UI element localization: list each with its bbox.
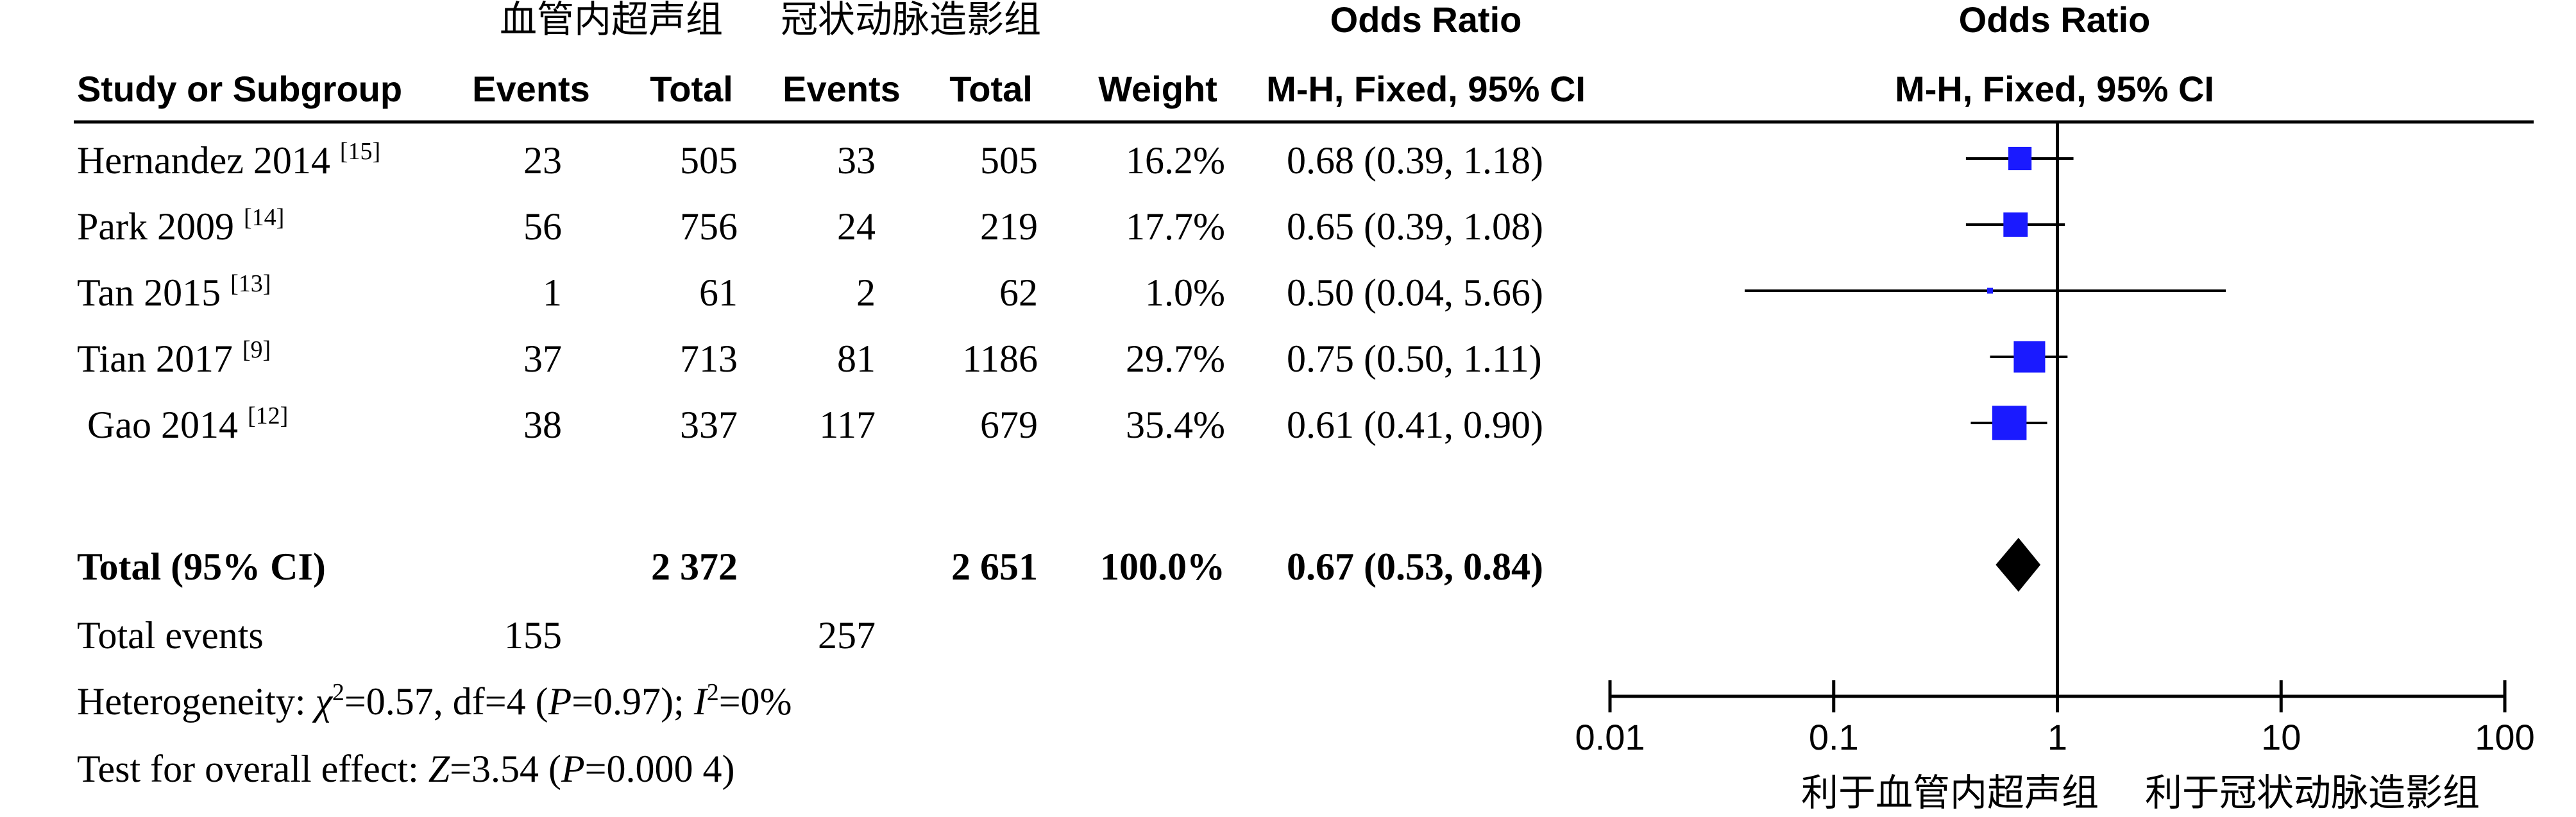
study-reference: [14] [244,204,284,231]
study-total1: 61 [699,271,738,314]
study-total1: 713 [680,338,738,380]
study-row: Park 2009 [14] 56 756 24 219 17.7% 0.65 (0.39,… [77,204,1543,248]
heterogeneity-text: Heterogeneity: χ2=0.57, df=4 (P=0.97); I… [77,679,792,723]
study-reference: [15] [340,138,380,165]
col-weight-header: Weight [1098,69,1217,109]
study-total1: 505 [680,139,738,182]
total-weight: 100.0% [1100,546,1225,588]
study-row: Tan 2015 [13] 1 61 2 62 1.0% 0.50 (0.04, 5.66) [77,270,1543,314]
study-total2: 1186 [962,338,1038,380]
study-weight: 16.2% [1126,139,1225,182]
study-name-text: Gao 2014 [87,404,248,446]
study-reference: [9] [242,336,271,363]
study-weight: 17.7% [1126,205,1225,248]
study-effect-square [2008,146,2032,171]
study-events2: 24 [837,205,876,248]
events-label: Total events [77,614,264,657]
overall-effect-text: Test for overall effect: Z=3.54 (P=0.000… [77,748,734,790]
study-effect-square [2003,212,2028,237]
col-events1-header: Events [472,69,590,109]
col-study-header: Study or Subgroup [77,69,402,109]
col-total2-header: Total [949,69,1033,109]
study-total2: 219 [980,205,1038,248]
study-weight: 1.0% [1145,271,1225,314]
study-name-text: Hernandez 2014 [77,139,340,182]
study-events2: 33 [837,139,876,182]
study-total1: 337 [680,404,738,446]
study-total2: 62 [999,271,1038,314]
study-row: Hernandez 2014 [15] 23 505 33 505 16.2% 0.68 (… [77,138,1543,182]
study-name: Tian 2017 [9] [77,336,271,380]
study-name-text: Park 2009 [77,205,244,248]
group1-header: 血管内超声组 [500,0,723,41]
total-or-text: 0.67 (0.53, 0.84) [1287,546,1543,588]
study-events1: 1 [543,271,562,314]
study-total2: 679 [980,404,1038,446]
study-row: Gao 2014 [12] 38 337 117 679 35.4% 0.61 (0.41,… [87,402,1543,446]
study-effect-square [1987,288,1994,294]
x-tick-label: 1 [2047,717,2067,757]
total-n2: 2 651 [951,546,1038,588]
study-or-text: 0.50 (0.04, 5.66) [1287,271,1543,314]
group2-header: 冠状动脉造影组 [781,0,1041,41]
study-events1: 23 [523,139,562,182]
study-events1: 56 [523,205,562,248]
study-reference: [12] [248,402,288,429]
x-tick-label: 0.01 [1575,717,1645,757]
x-tick-label: 10 [2261,717,2301,757]
total-label: Total (95% CI) [77,546,326,588]
events1: 155 [504,614,562,657]
study-total1: 756 [680,205,738,248]
study-name: Hernandez 2014 [15] [77,138,380,182]
plot-area: 0.01 0.1 1 10 100 [1575,123,2535,757]
study-or-text: 0.75 (0.50, 1.11) [1287,338,1542,380]
favours-right-label: 利于冠状动脉造影组 [2145,771,2480,814]
study-effect-square [2013,341,2046,373]
study-events2: 81 [837,338,876,380]
col-method-header: M-H, Fixed, 95% CI [1266,69,1586,109]
plot-method-header: M-H, Fixed, 95% CI [1895,69,2214,109]
col-total1-header: Total [650,69,733,109]
study-events2: 2 [856,271,876,314]
study-name: Tan 2015 [13] [77,270,271,314]
study-name-text: Tan 2015 [77,271,230,314]
study-or-text: 0.65 (0.39, 1.08) [1287,205,1543,248]
study-total2: 505 [980,139,1038,182]
study-events1: 37 [523,338,562,380]
study-events1: 38 [523,404,562,446]
study-row: Tian 2017 [9] 37 713 81 1186 29.7% 0.75 (0.50,… [77,336,1542,380]
x-tick-label: 0.1 [1809,717,1859,757]
favours-left-label: 利于血管内超声组 [1801,771,2099,814]
study-reference: [13] [230,270,271,297]
events2: 257 [818,614,876,657]
study-or-text: 0.68 (0.39, 1.18) [1287,139,1543,182]
study-name: Gao 2014 [12] [87,402,288,446]
study-weight: 29.7% [1126,338,1225,380]
col-events2-header: Events [783,69,901,109]
study-name-text: Tian 2017 [77,338,242,380]
total-n1: 2 372 [651,546,738,588]
study-name: Park 2009 [14] [77,204,284,248]
study-effect-square [1992,406,2027,440]
pooled-diamond [1996,538,2041,592]
study-rows: Hernandez 2014 [15] 23 505 33 505 16.2% 0.68 (… [77,138,1543,446]
study-events2: 117 [819,404,876,446]
study-weight: 35.4% [1126,404,1225,446]
study-or-text: 0.61 (0.41, 0.90) [1287,404,1543,446]
odds-ratio-plot-header: Odds Ratio [1959,0,2151,40]
odds-ratio-header: Odds Ratio [1330,0,1522,40]
x-tick-label: 100 [2475,717,2534,757]
